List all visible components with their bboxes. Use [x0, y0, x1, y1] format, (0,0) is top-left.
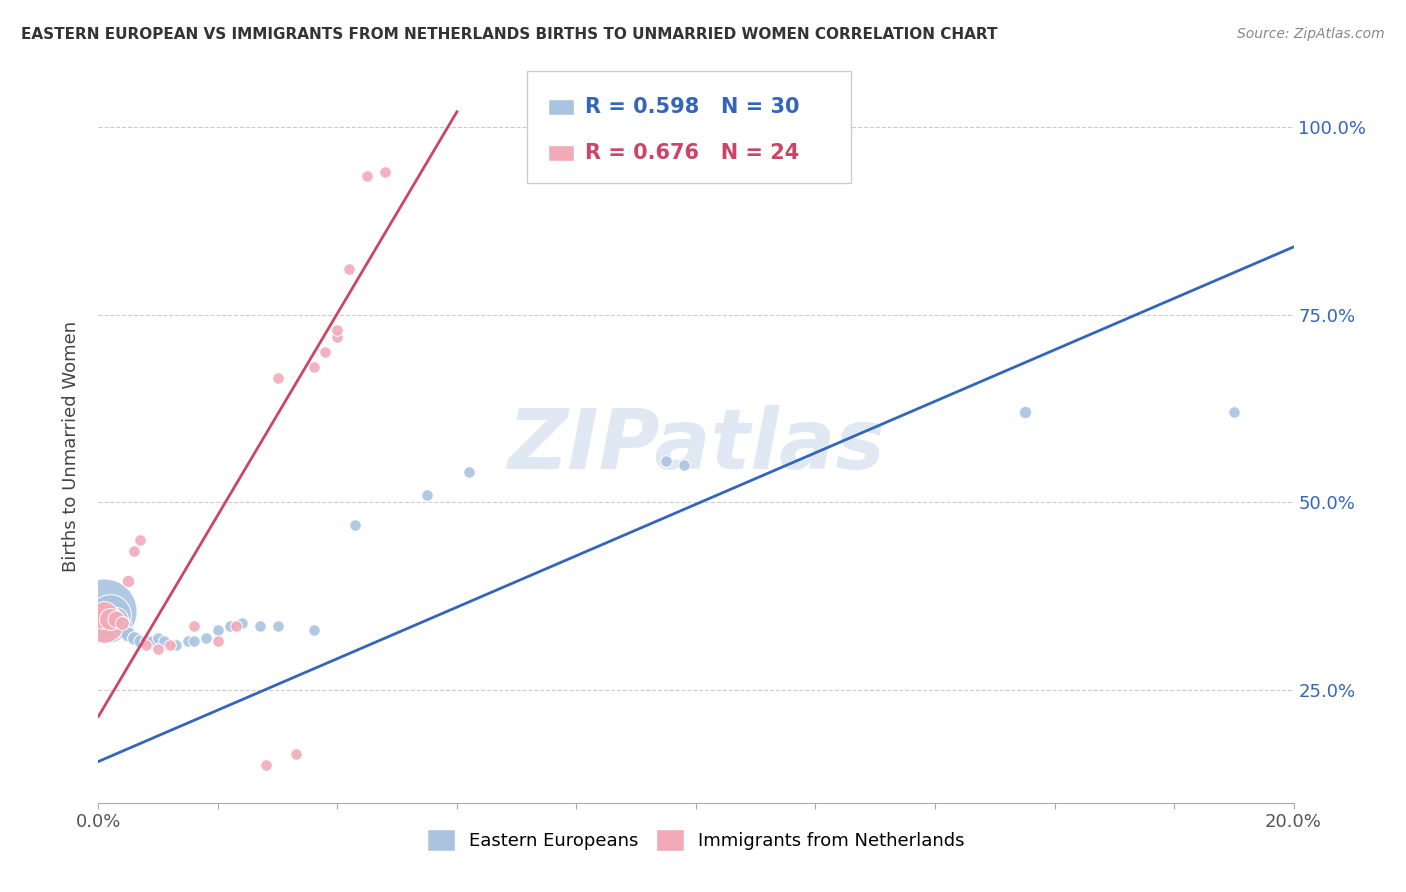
Point — [267, 619, 290, 633]
Point — [148, 631, 170, 645]
Point — [183, 619, 205, 633]
Text: R = 0.598   N = 30: R = 0.598 N = 30 — [585, 96, 800, 117]
Point — [326, 330, 349, 344]
Point — [135, 634, 157, 648]
Point — [153, 634, 176, 648]
Point — [356, 169, 378, 183]
Point — [177, 634, 200, 648]
Point — [267, 371, 290, 385]
Text: Source: ZipAtlas.com: Source: ZipAtlas.com — [1237, 27, 1385, 41]
Point — [117, 574, 139, 589]
Point — [98, 612, 122, 626]
Text: EASTERN EUROPEAN VS IMMIGRANTS FROM NETHERLANDS BIRTHS TO UNMARRIED WOMEN CORREL: EASTERN EUROPEAN VS IMMIGRANTS FROM NETH… — [21, 27, 998, 42]
Point — [98, 607, 122, 622]
Point — [165, 638, 187, 652]
Point — [129, 634, 152, 648]
Point — [105, 612, 128, 626]
Point — [1223, 405, 1246, 419]
Point — [458, 465, 481, 479]
Point — [111, 619, 134, 633]
Point — [105, 612, 128, 626]
Point — [135, 638, 157, 652]
Point — [124, 544, 146, 558]
Point — [219, 619, 242, 633]
Point — [111, 623, 134, 637]
Text: ZIPatlas: ZIPatlas — [508, 406, 884, 486]
Point — [183, 634, 205, 648]
Point — [655, 454, 678, 468]
Point — [374, 165, 396, 179]
Point — [416, 488, 439, 502]
Point — [98, 615, 122, 630]
Point — [141, 634, 163, 648]
Point — [93, 607, 115, 622]
Point — [284, 747, 307, 761]
Point — [315, 345, 337, 359]
Y-axis label: Births to Unmarried Women: Births to Unmarried Women — [62, 320, 80, 572]
Point — [195, 631, 218, 645]
Point — [111, 615, 134, 630]
Point — [344, 517, 367, 532]
Point — [339, 262, 361, 277]
Point — [225, 619, 247, 633]
Point — [93, 615, 115, 630]
Text: R = 0.676   N = 24: R = 0.676 N = 24 — [585, 143, 799, 162]
Point — [207, 634, 229, 648]
Point — [254, 758, 277, 772]
Legend: Eastern Europeans, Immigrants from Netherlands: Eastern Europeans, Immigrants from Nethe… — [420, 822, 972, 858]
Point — [302, 623, 325, 637]
Point — [326, 322, 349, 336]
Point — [93, 604, 115, 618]
Point — [231, 615, 253, 630]
Point — [148, 641, 170, 656]
Point — [159, 638, 181, 652]
Point — [1014, 405, 1036, 419]
Point — [124, 631, 146, 645]
Point — [673, 458, 696, 472]
Point — [249, 619, 271, 633]
Point — [302, 360, 325, 375]
Point — [129, 533, 152, 547]
Point — [117, 627, 139, 641]
Point — [207, 623, 229, 637]
